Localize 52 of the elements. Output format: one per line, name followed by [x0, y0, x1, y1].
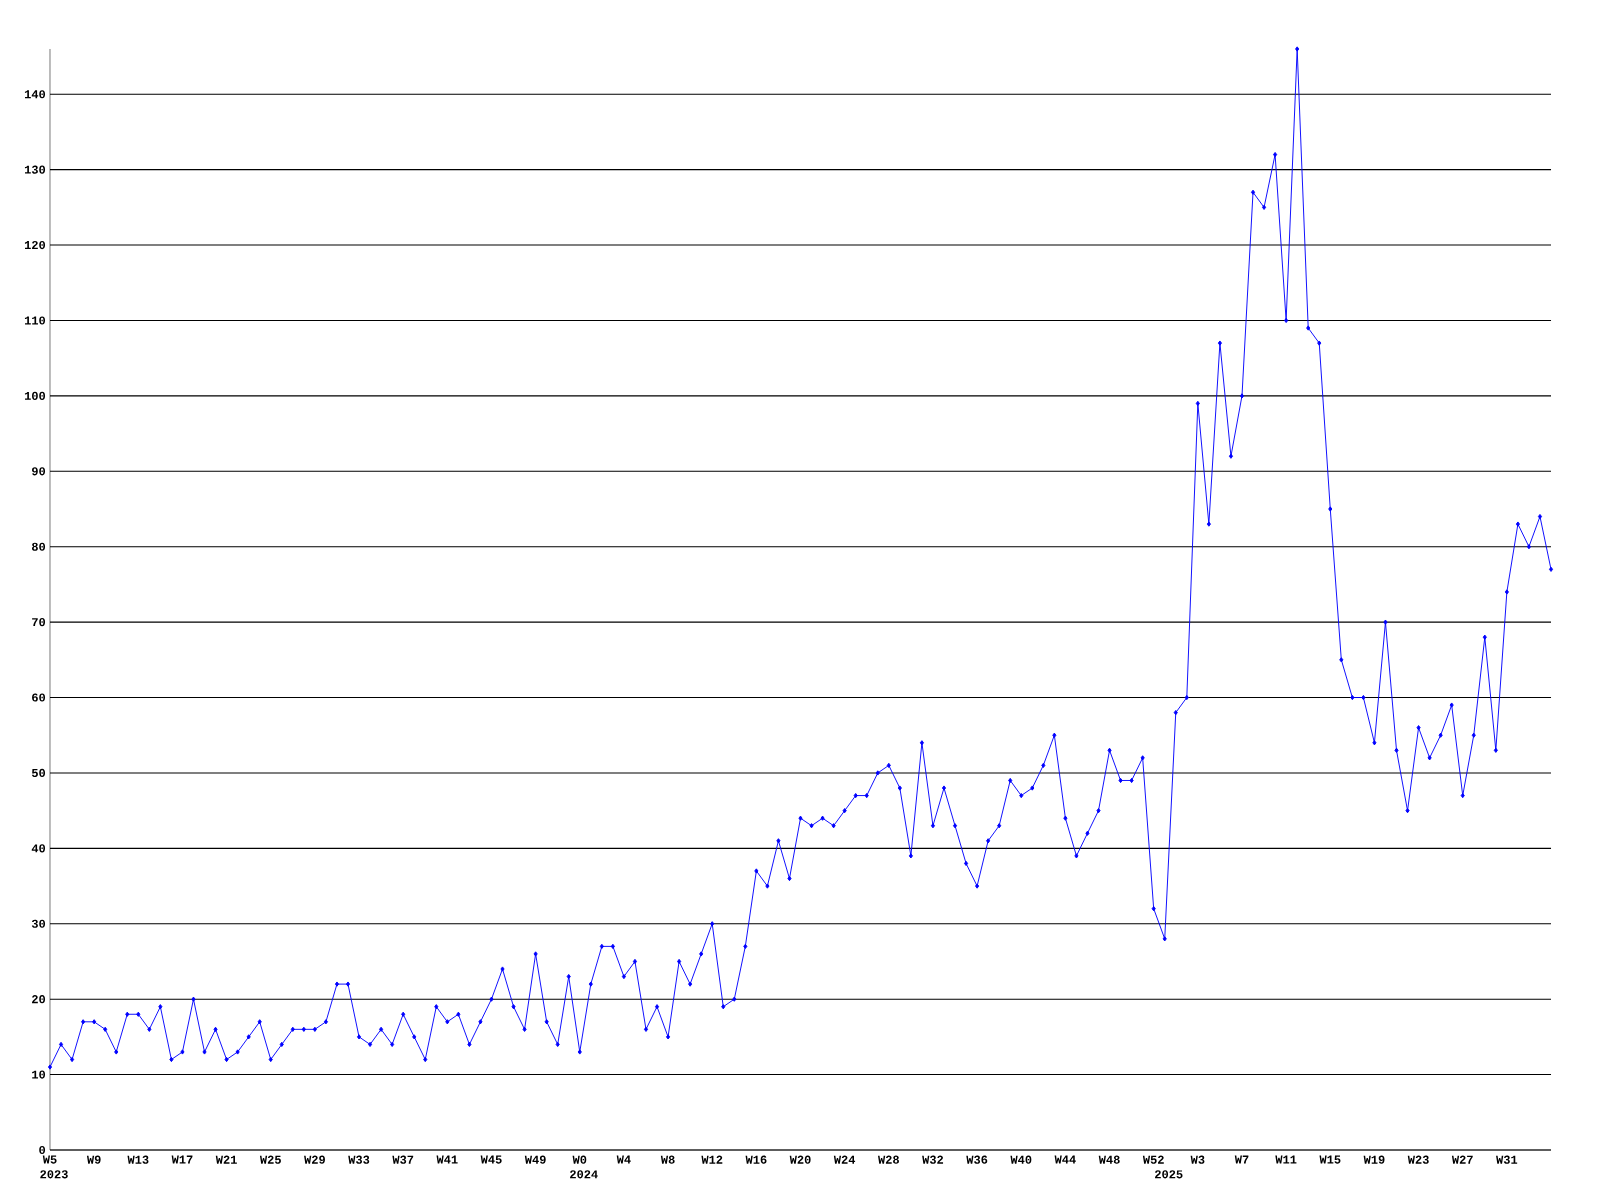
x-tick-label: W16: [745, 1155, 767, 1164]
x-tick-label: W23: [1407, 1155, 1429, 1164]
x-tick-label: W27: [1451, 1155, 1473, 1164]
x-tick-label: W31: [1496, 1155, 1518, 1164]
x-tick-label: W11: [1275, 1155, 1297, 1164]
y-tick-label: 20: [32, 995, 46, 1004]
x-tick-label: W40: [1010, 1155, 1032, 1164]
x-tick-label: W36: [966, 1155, 988, 1164]
x-tick-label: W24: [833, 1155, 856, 1164]
x-tick-label: W9: [86, 1155, 101, 1164]
y-tick-label: 120: [24, 240, 46, 250]
x-tick-label: W17: [171, 1155, 193, 1164]
text: 2023: [40, 1170, 68, 1179]
x-tick-label: W32: [922, 1155, 944, 1164]
x-tick-label: W29: [304, 1155, 325, 1164]
x-tick-label: W13: [127, 1155, 149, 1164]
x-tick-label: W4: [616, 1155, 631, 1164]
x-tick-label: W41: [436, 1155, 458, 1164]
x-tick-label: W44: [1054, 1155, 1076, 1164]
y-tick-label: 140: [24, 90, 46, 99]
x-tick-label: W0: [572, 1155, 587, 1164]
y-tick-label: 40: [31, 844, 46, 853]
x-tick-label: W8: [660, 1155, 675, 1164]
y-tick-label: 100: [24, 391, 46, 400]
x-tick-label: W52: [1142, 1155, 1164, 1164]
y-tick-label: 70: [32, 618, 46, 627]
x-tick-label: W5: [42, 1155, 57, 1164]
x-tick-label: W19: [1363, 1155, 1385, 1164]
x-tick-label: W45: [480, 1155, 502, 1164]
y-tick-label: 90: [32, 467, 46, 476]
x-tick-label: W48: [1098, 1155, 1120, 1164]
x-tick-label: W7: [1234, 1155, 1249, 1164]
y-tick-label: 80: [31, 542, 46, 551]
x-tick-label: W20: [789, 1155, 811, 1164]
x-tick-label: W33: [348, 1155, 370, 1164]
y-tick-label: 110: [24, 316, 46, 325]
x-tick-label: W25: [259, 1155, 281, 1164]
x-tick-label: W12: [701, 1155, 723, 1164]
y-tick-label: 130: [24, 165, 46, 174]
x-tick-label: W37: [392, 1155, 414, 1164]
y-tick-label: 10: [32, 1070, 46, 1079]
x-tick-label: W15: [1319, 1155, 1341, 1164]
x-tick-label: W21: [215, 1155, 237, 1164]
text: 2025: [1155, 1170, 1183, 1179]
y-tick-label: 50: [31, 768, 46, 778]
x-tick-label: W49: [524, 1155, 546, 1164]
y-tick-label: 0: [39, 1145, 46, 1155]
text: 2024: [570, 1170, 598, 1179]
x-tick-label: W3: [1190, 1155, 1205, 1164]
x-tick-label: W28: [878, 1155, 899, 1164]
y-tick-label: 60: [32, 693, 46, 702]
y-tick-label: 30: [31, 919, 46, 928]
